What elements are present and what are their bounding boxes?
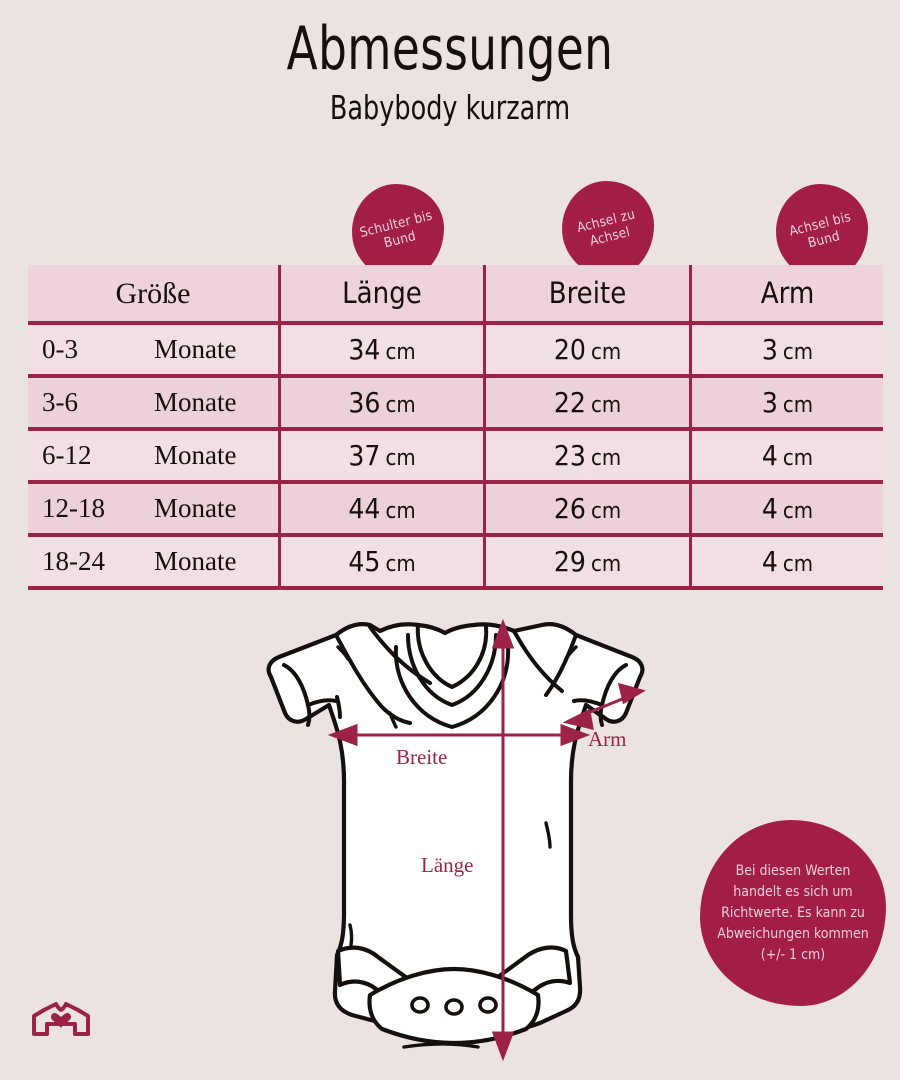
cell-breite: 20 cm [483, 323, 691, 378]
laenge-arrow-up [491, 618, 515, 649]
table-row: 18-24 Monate 45 cm 29 cm 4 cm [28, 535, 883, 590]
cell-breite: 23 cm [483, 429, 691, 484]
arm-arrow-end [617, 682, 646, 705]
page-subtitle: Babybody kurzarm [329, 88, 571, 127]
cell-arm: 3 cm [689, 323, 883, 378]
cell-size: 12-18 Monate [28, 482, 280, 537]
column-header-arm: Arm [689, 265, 883, 325]
size-unit: Monate [154, 387, 237, 417]
snap-button [444, 998, 464, 1016]
table-header: Größe Länge Breite Arm [28, 265, 883, 325]
size-table: Größe Länge Breite Arm 0-3 Monate [28, 265, 883, 590]
size-range: 0-3 [42, 334, 78, 364]
table-row: 6-12 Monate 37 cm 23 cm 4 cm [28, 429, 883, 484]
disclaimer-text: Bei diesen Werten handelt es sich um Ric… [717, 862, 869, 963]
size-range: 3-6 [42, 387, 78, 417]
cell-laenge: 44 cm [278, 482, 485, 537]
cell-size: 0-3 Monate [28, 323, 280, 378]
size-range: 6-12 [42, 440, 92, 470]
badge-achsel-zu-achsel: Achsel zu Achsel [562, 181, 654, 277]
column-header-breite: Breite [483, 265, 691, 325]
badge-label: Achsel zu Achsel [575, 206, 637, 250]
page-title: Abmessungen [286, 14, 614, 84]
header: Abmessungen Babybody kurzarm [0, 16, 900, 128]
size-range: 12-18 [42, 493, 105, 523]
laenge-arrow-down [491, 1031, 515, 1062]
cell-size: 6-12 Monate [28, 429, 280, 484]
arm-arrow-start [562, 708, 594, 730]
diagram-label-breite: Breite [396, 745, 448, 769]
disclaimer-badge: Bei diesen Werten handelt es sich um Ric… [700, 820, 886, 1006]
heart-icon [51, 1012, 71, 1028]
cell-breite: 26 cm [483, 482, 691, 537]
cell-size: 3-6 Monate [28, 376, 280, 431]
cell-breite: 22 cm [483, 376, 691, 431]
bodysuit-outline-icon [32, 1002, 90, 1036]
breite-arrow-right [560, 723, 591, 747]
cell-laenge: 36 cm [278, 376, 485, 431]
table-row: 12-18 Monate 44 cm 26 cm 4 cm [28, 482, 883, 537]
badge-achsel-bis-bund: Achsel bis Bund [776, 184, 868, 280]
cell-arm: 4 cm [689, 429, 883, 484]
badge-schulter-bis-bund: Schulter bis Bund [352, 184, 444, 280]
cell-laenge: 37 cm [278, 429, 485, 484]
snap-button [410, 996, 430, 1014]
size-unit: Monate [154, 546, 237, 576]
size-unit: Monate [154, 334, 237, 364]
breite-arrow-left [327, 723, 358, 747]
table-header-row: Größe Länge Breite Arm [28, 265, 883, 325]
cell-laenge: 45 cm [278, 535, 485, 590]
table-row: 0-3 Monate 34 cm 20 cm 3 cm [28, 323, 883, 378]
diagram-label-laenge: Länge [421, 853, 474, 877]
size-unit: Monate [154, 440, 237, 470]
size-range: 18-24 [42, 546, 105, 576]
size-unit: Monate [154, 493, 237, 523]
cell-arm: 3 cm [689, 376, 883, 431]
babybody-illustration [266, 618, 646, 1062]
column-header-groesse: Größe [28, 265, 280, 325]
cell-breite: 29 cm [483, 535, 691, 590]
badge-label: Achsel bis Bund [787, 208, 853, 252]
cell-arm: 4 cm [689, 482, 883, 537]
table-body: 0-3 Monate 34 cm 20 cm 3 cm 3-6 [28, 323, 883, 590]
cell-arm: 4 cm [689, 535, 883, 590]
brand-logo-icon [32, 1002, 90, 1036]
snap-button [478, 996, 498, 1014]
diagram-label-arm: Arm [588, 727, 627, 751]
table-row: 3-6 Monate 36 cm 22 cm 3 cm [28, 376, 883, 431]
badge-label: Schulter bis Bund [358, 207, 434, 252]
column-header-laenge: Länge [278, 265, 485, 325]
cell-laenge: 34 cm [278, 323, 485, 378]
cell-size: 18-24 Monate [28, 535, 280, 590]
